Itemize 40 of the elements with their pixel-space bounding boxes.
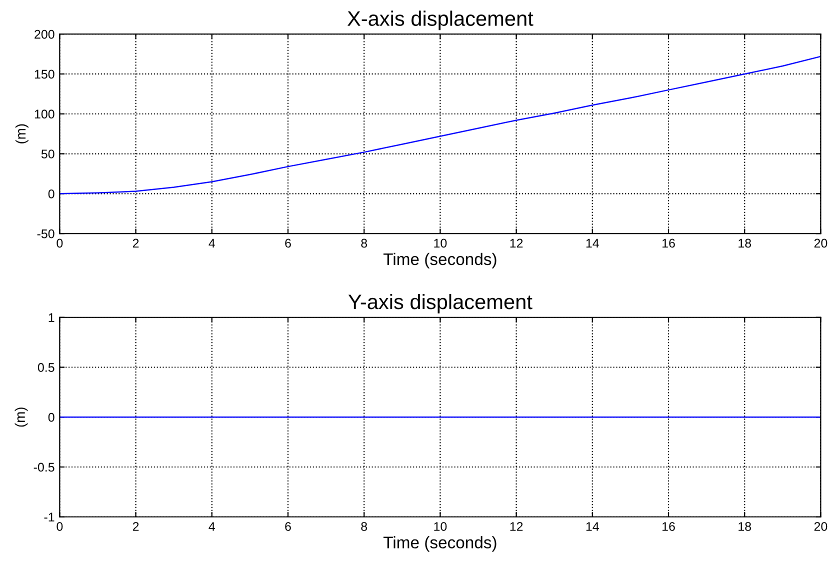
x-tick-label: 0 <box>56 238 63 248</box>
x-tick-label: 2 <box>132 238 139 248</box>
x-tick-label: 16 <box>662 238 675 248</box>
y-tick-label: -0.5 <box>34 462 54 472</box>
x-tick-label: 16 <box>662 522 675 531</box>
y-tick-label: -1 <box>44 512 54 522</box>
line-series <box>60 56 821 194</box>
x-tick-label: 20 <box>814 522 828 531</box>
x-tick-label: 6 <box>285 238 291 248</box>
chart-title: Y-axis displacement <box>348 294 532 314</box>
y-tick-label: 0 <box>48 189 54 198</box>
y-tick-label: 50 <box>41 150 54 158</box>
x-tick-label: 10 <box>434 238 447 248</box>
y-tick-label: 1 <box>48 313 54 322</box>
x-axis-title: Time (seconds) <box>383 252 496 268</box>
x-tick-label: 18 <box>738 522 752 531</box>
y-axis-title: (m) <box>15 124 28 144</box>
x-tick-label: 4 <box>208 522 216 531</box>
x-tick-label: 8 <box>361 238 368 248</box>
x-tick-label: 14 <box>586 522 599 531</box>
x-tick-label: 0 <box>56 522 63 531</box>
x-axis-title: Time (seconds) <box>383 536 496 552</box>
x-tick-label: 12 <box>510 522 523 531</box>
x-tick-label: 18 <box>738 238 752 248</box>
y-tick-label: 200 <box>34 30 54 39</box>
y-tick-label: -50 <box>37 229 54 238</box>
x-tick-label: 2 <box>132 522 139 531</box>
x-tick-label: 4 <box>208 238 216 248</box>
x-tick-label: 12 <box>510 238 523 248</box>
y-axis-title: (m) <box>14 408 28 427</box>
y-tick-label: 150 <box>34 70 54 79</box>
y-tick-label: 100 <box>34 110 54 119</box>
x-tick-label: 20 <box>814 238 828 248</box>
y-tick-label: 0 <box>48 412 54 422</box>
x-tick-label: 10 <box>434 522 447 531</box>
x-tick-label: 14 <box>586 238 599 248</box>
y-tick-label: 0.5 <box>38 363 54 372</box>
x-tick-label: 6 <box>285 522 291 531</box>
x-tick-label: 8 <box>361 522 368 531</box>
chart-title: X-axis displacement <box>347 10 534 30</box>
